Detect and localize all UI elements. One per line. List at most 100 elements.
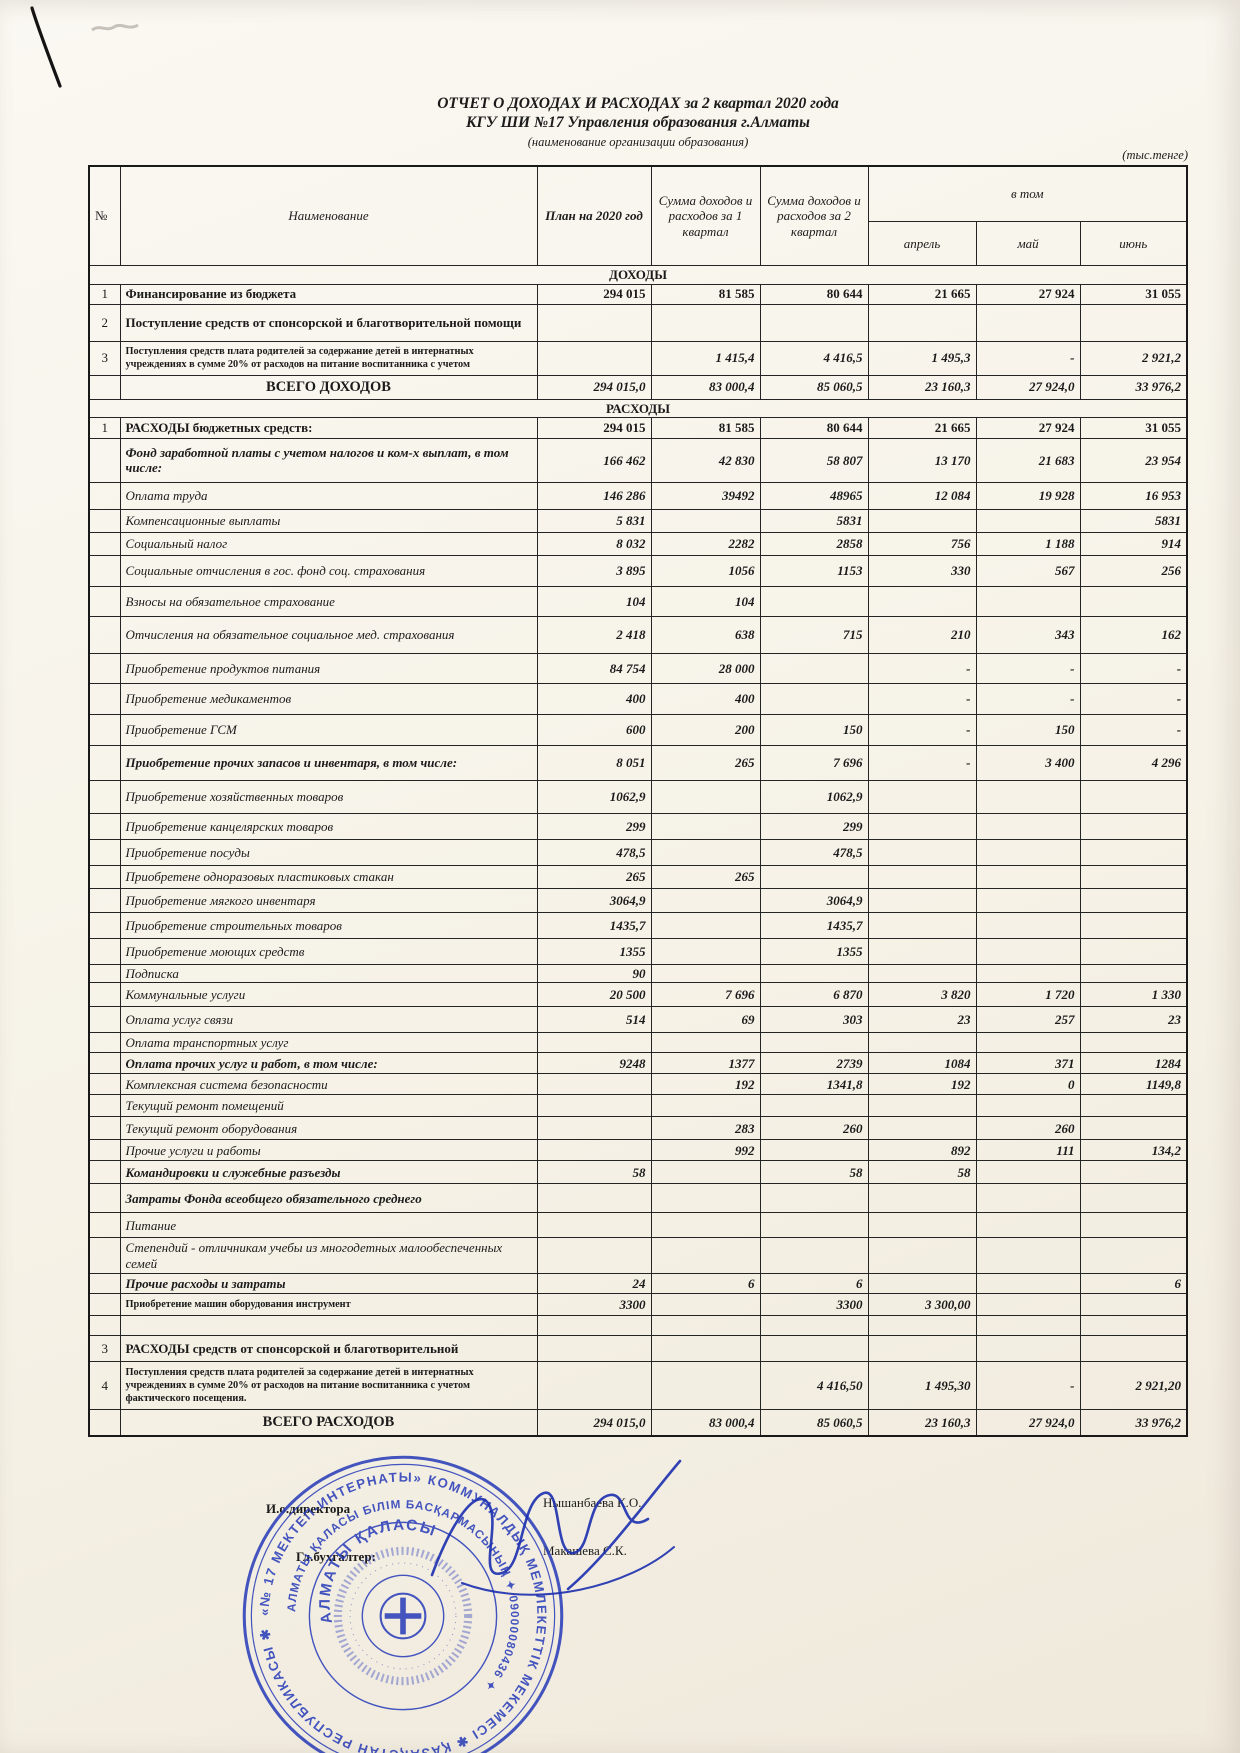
value-cell bbox=[1079, 1032, 1188, 1054]
value-cell: 80 644 bbox=[759, 283, 869, 305]
row-label: Поступления средств плата родителей за с… bbox=[119, 1361, 538, 1411]
value-cell bbox=[867, 963, 977, 984]
report-title: ОТЧЕТ О ДОХОДАХ И РАСХОДАХ за 2 квартал … bbox=[437, 95, 839, 112]
value-cell: 39492 bbox=[650, 481, 761, 510]
value-cell: 914 bbox=[1079, 531, 1188, 556]
table-row: Взносы на обязательное страхование 104 104 bbox=[88, 585, 1188, 617]
header-name: Наименование bbox=[119, 165, 538, 267]
table-row: ВСЕГО РАСХОДОВ 294 015,0 83 000,4 85 060,5 2… bbox=[88, 1409, 1188, 1437]
pen-mark bbox=[30, 6, 139, 88]
value-cell bbox=[867, 508, 977, 533]
value-cell: 19 928 bbox=[975, 481, 1081, 510]
value-cell: 33 976,2 bbox=[1079, 1409, 1188, 1437]
row-label: Затраты Фонда всеобщего обязательного ср… bbox=[119, 1183, 538, 1214]
value-cell: 21 665 bbox=[867, 283, 977, 305]
value-cell bbox=[975, 937, 1081, 965]
value-cell: 265 bbox=[650, 864, 761, 889]
row-label: Социальный налог bbox=[119, 531, 538, 556]
value-cell bbox=[536, 1183, 652, 1214]
value-cell bbox=[975, 1160, 1081, 1185]
row-label: Приобретение продуктов питания bbox=[119, 652, 538, 684]
value-cell bbox=[759, 303, 869, 342]
row-label: Компенсационные выплаты bbox=[119, 508, 538, 533]
value-cell: 83 000,4 bbox=[650, 1409, 761, 1437]
value-cell bbox=[1079, 887, 1188, 913]
value-cell: 4 416,50 bbox=[759, 1361, 869, 1411]
row-label: Прочие расходы и затраты bbox=[119, 1273, 538, 1295]
table-row: 4 Поступления средств плата родителей за … bbox=[88, 1361, 1188, 1411]
value-cell bbox=[975, 1032, 1081, 1054]
table-row: Приобретение посуды 478,5 478,5 bbox=[88, 838, 1188, 866]
value-cell: 299 bbox=[536, 812, 652, 840]
section-row: ДОХОДЫ bbox=[88, 265, 1188, 285]
row-label: Приобретение ГСМ bbox=[119, 713, 538, 746]
value-cell: 5831 bbox=[759, 508, 869, 533]
value-cell: 111 bbox=[975, 1139, 1081, 1162]
value-cell: 567 bbox=[975, 554, 1081, 587]
row-number bbox=[88, 713, 121, 746]
value-cell: 1062,9 bbox=[759, 779, 869, 814]
table-row: Текущий ремонт помещений bbox=[88, 1094, 1188, 1118]
row-number bbox=[88, 1116, 121, 1141]
table-row: 2 Поступление средств от спонсорской и бл… bbox=[88, 303, 1188, 342]
row-number bbox=[88, 585, 121, 617]
value-cell: 265 bbox=[536, 864, 652, 889]
value-cell: - bbox=[867, 713, 977, 746]
value-cell bbox=[975, 1212, 1081, 1239]
row-number bbox=[88, 1160, 121, 1185]
value-cell bbox=[759, 1237, 869, 1275]
value-cell: 83 000,4 bbox=[650, 374, 761, 400]
value-cell: 3064,9 bbox=[759, 887, 869, 913]
value-cell bbox=[759, 1335, 869, 1363]
table-row: Степендий - отличникам учебы из многодет… bbox=[88, 1237, 1188, 1275]
value-cell bbox=[1079, 1183, 1188, 1214]
value-cell: 90 bbox=[536, 963, 652, 984]
row-label: РАСХОДЫ средств от спонсорской и благотв… bbox=[119, 1335, 538, 1363]
header-plan: План на 2020 год bbox=[536, 165, 652, 267]
value-cell bbox=[975, 1335, 1081, 1363]
table-row: Прочие расходы и затраты 24 6 6 6 bbox=[88, 1273, 1188, 1295]
value-cell bbox=[1079, 585, 1188, 617]
value-cell: 283 bbox=[650, 1116, 761, 1141]
table-row: Приобретение ГСМ 600 200 150-150- bbox=[88, 713, 1188, 746]
value-cell bbox=[1079, 1094, 1188, 1118]
value-cell: 6 bbox=[759, 1273, 869, 1295]
row-number bbox=[88, 1183, 121, 1214]
value-cell: 23 160,3 bbox=[867, 1409, 977, 1437]
value-cell: 23 bbox=[867, 1006, 977, 1034]
value-cell bbox=[536, 1139, 652, 1162]
value-cell bbox=[867, 303, 977, 342]
row-label: Отчисления на обязательное социальное ме… bbox=[119, 615, 538, 654]
value-cell: 1435,7 bbox=[759, 911, 869, 939]
table-row: 3 РАСХОДЫ средств от спонсорской и благот… bbox=[88, 1335, 1188, 1363]
value-cell: 6 870 bbox=[759, 982, 869, 1008]
value-cell: 1 720 bbox=[975, 982, 1081, 1008]
value-cell: 1 415,4 bbox=[650, 340, 761, 376]
row-number bbox=[88, 1006, 121, 1034]
value-cell bbox=[1079, 1315, 1188, 1337]
value-cell: 162 bbox=[1079, 615, 1188, 654]
value-cell bbox=[1079, 838, 1188, 866]
value-cell: 27 924,0 bbox=[975, 374, 1081, 400]
accountant-label: Гл.бухгалтер: bbox=[296, 1548, 376, 1564]
value-cell: 256 bbox=[1079, 554, 1188, 587]
row-number bbox=[88, 374, 121, 400]
report-table-header: № Наименование План на 2020 год Сумма до… bbox=[88, 165, 1188, 267]
table-row: Приобретение строительных товаров 1435,7 1… bbox=[88, 911, 1188, 939]
value-cell bbox=[650, 911, 761, 939]
row-label: Оплата транспортных услуг bbox=[119, 1032, 538, 1054]
value-cell: 294 015,0 bbox=[536, 374, 652, 400]
value-cell bbox=[1079, 864, 1188, 889]
row-number bbox=[88, 1293, 121, 1317]
value-cell: 2739 bbox=[759, 1052, 869, 1075]
table-row: Приобретение моющих средств 1355 1355 bbox=[88, 937, 1188, 965]
value-cell bbox=[867, 1032, 977, 1054]
value-cell bbox=[759, 864, 869, 889]
value-cell: 1 495,30 bbox=[867, 1361, 977, 1411]
value-cell: 1084 bbox=[867, 1052, 977, 1075]
row-label: Приобретение посуды bbox=[119, 838, 538, 866]
value-cell bbox=[1079, 937, 1188, 965]
value-cell bbox=[759, 585, 869, 617]
value-cell bbox=[650, 1315, 761, 1337]
table-row: Комплексная система безопасности 192 1341,… bbox=[88, 1073, 1188, 1096]
